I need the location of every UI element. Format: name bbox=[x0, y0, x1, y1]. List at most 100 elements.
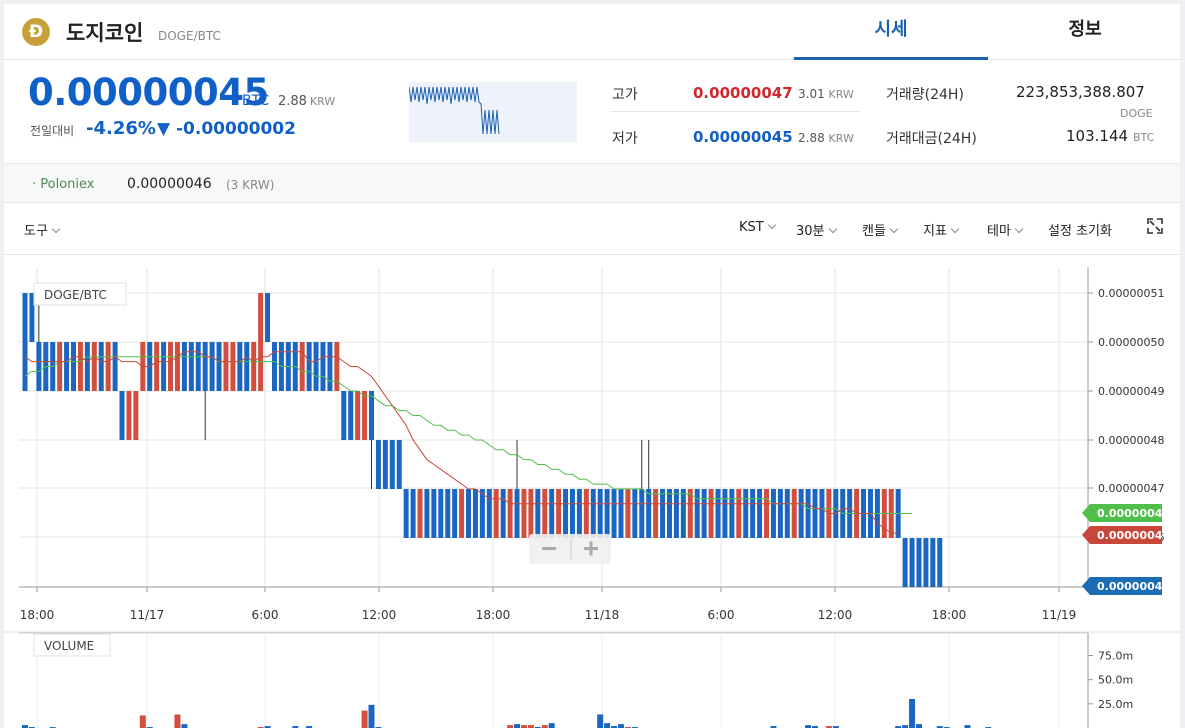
candle-up bbox=[362, 391, 368, 440]
candle-down bbox=[930, 538, 936, 587]
candle-up bbox=[223, 342, 229, 391]
volume-bar bbox=[597, 714, 604, 728]
candle-down bbox=[466, 489, 472, 538]
candle-up bbox=[91, 342, 97, 391]
price-sparkline bbox=[409, 82, 577, 142]
candle-down bbox=[916, 538, 922, 587]
price-chart[interactable]: 0.00000051 0.00000050 0.00000049 0.00000048… bbox=[4, 255, 1180, 728]
interval-label: 30분 bbox=[796, 224, 825, 239]
candle-down bbox=[639, 489, 645, 538]
zoom-out-icon[interactable] bbox=[542, 547, 556, 550]
candle-down bbox=[923, 538, 929, 587]
tab-info[interactable]: 정보 bbox=[1068, 19, 1102, 40]
candle-up bbox=[133, 391, 139, 440]
high-label: 고가 bbox=[612, 87, 638, 103]
candle-down bbox=[819, 489, 825, 538]
current-price: 0.00000045 bbox=[28, 71, 269, 114]
timezone-dropdown[interactable]: KST bbox=[739, 220, 776, 235]
candle-down bbox=[369, 391, 374, 440]
candle-up bbox=[653, 489, 659, 538]
tab-price[interactable]: 시세 bbox=[794, 4, 988, 60]
chart-title: DOGE/BTC bbox=[44, 288, 107, 302]
zoom-in-icon[interactable] bbox=[584, 541, 598, 556]
candle-down bbox=[812, 489, 818, 538]
time-tick-label: 11/17 bbox=[130, 608, 165, 622]
chevron-down-icon bbox=[51, 224, 61, 234]
candle-down bbox=[29, 293, 35, 342]
candle-down bbox=[271, 342, 277, 391]
low-krw-unit: KRW bbox=[828, 132, 854, 145]
volume-bar bbox=[825, 726, 832, 728]
theme-dropdown[interactable]: 테마 bbox=[987, 220, 1024, 239]
time-tick-label: 18:00 bbox=[476, 608, 511, 622]
volume-bar bbox=[812, 726, 819, 728]
indicator-label: 지표 bbox=[923, 224, 947, 239]
candle-down bbox=[431, 489, 437, 538]
volume-bar bbox=[936, 726, 943, 728]
candle-down bbox=[216, 342, 222, 391]
price-badge-label: 0.00000045 bbox=[1097, 580, 1170, 593]
candle-down bbox=[98, 342, 104, 391]
candle-down bbox=[209, 342, 215, 391]
price-krw-value: 2.88 bbox=[278, 94, 307, 109]
volume-bars bbox=[22, 699, 992, 728]
candle-down bbox=[777, 489, 783, 538]
amount-unit: BTC bbox=[1133, 131, 1155, 144]
change-absolute: ▼ -0.00000002 bbox=[157, 119, 296, 139]
exchange-name[interactable]: · Poloniex bbox=[32, 177, 95, 192]
volume-bar bbox=[306, 726, 313, 728]
volume-bar bbox=[604, 723, 611, 728]
candle-down bbox=[666, 489, 672, 538]
candle-down bbox=[237, 342, 243, 391]
exchange-price: 0.00000046 bbox=[127, 176, 212, 192]
volume-bar bbox=[514, 724, 521, 728]
zoom-control[interactable] bbox=[529, 534, 611, 564]
price-tick-label: 0.00000048 bbox=[1098, 434, 1164, 447]
volume-bar bbox=[805, 725, 812, 728]
candle-down bbox=[701, 489, 707, 538]
candle-down bbox=[646, 489, 652, 538]
chart-type-dropdown[interactable]: 캔들 bbox=[862, 220, 899, 239]
change-percent: -4.26% bbox=[86, 118, 156, 139]
candle-down bbox=[452, 489, 458, 538]
exchange-row: · Poloniex 0.00000046 (3 KRW) bbox=[4, 163, 1180, 203]
volume-title: VOLUME bbox=[44, 639, 94, 653]
chart-legend: DOGE/BTC bbox=[33, 282, 127, 306]
chevron-down-icon bbox=[1014, 224, 1024, 234]
high-krw: 3.01 KRW bbox=[798, 87, 854, 101]
candle-down bbox=[327, 342, 333, 391]
candle-up bbox=[57, 342, 63, 391]
candle-down bbox=[382, 440, 388, 489]
candle-down bbox=[375, 440, 381, 489]
candle-down bbox=[660, 489, 666, 538]
indicator-dropdown[interactable]: 지표 bbox=[923, 220, 960, 239]
reset-settings-button[interactable]: 설정 초기화 bbox=[1048, 224, 1112, 239]
price-badge bbox=[1082, 526, 1162, 544]
candle-down bbox=[22, 293, 28, 391]
volume-bar bbox=[139, 715, 146, 728]
candle-down bbox=[486, 489, 492, 538]
candle-down bbox=[479, 489, 485, 538]
volume-value: 223,853,388.807 bbox=[1016, 83, 1145, 101]
last-price-badges: 0.00000047 0.00000046 0.00000045 bbox=[1082, 504, 1170, 595]
tools-dropdown[interactable]: 도구 bbox=[24, 220, 61, 239]
candle-down bbox=[195, 342, 201, 391]
time-tick-label: 11/19 bbox=[1042, 608, 1077, 622]
candle-up bbox=[687, 489, 693, 538]
high-value: 0.00000047 bbox=[693, 84, 793, 102]
time-tick-label: 11/18 bbox=[585, 608, 620, 622]
volume-bar bbox=[174, 714, 181, 728]
candle-down bbox=[549, 489, 555, 538]
candle-down bbox=[389, 440, 395, 489]
candle-down bbox=[341, 391, 347, 440]
chart-toolbar: 도구 KST 30분 캔들 지표 테마 설정 초기화 bbox=[4, 203, 1180, 255]
chart-type-label: 캔들 bbox=[862, 224, 886, 239]
candle-down bbox=[320, 342, 326, 391]
candle-down bbox=[438, 489, 444, 538]
candle-down bbox=[757, 489, 763, 538]
fullscreen-icon[interactable] bbox=[1147, 218, 1163, 234]
interval-dropdown[interactable]: 30분 bbox=[796, 220, 837, 239]
chevron-down-icon bbox=[828, 224, 837, 234]
candle-up bbox=[168, 342, 174, 391]
candle-down bbox=[937, 538, 943, 587]
